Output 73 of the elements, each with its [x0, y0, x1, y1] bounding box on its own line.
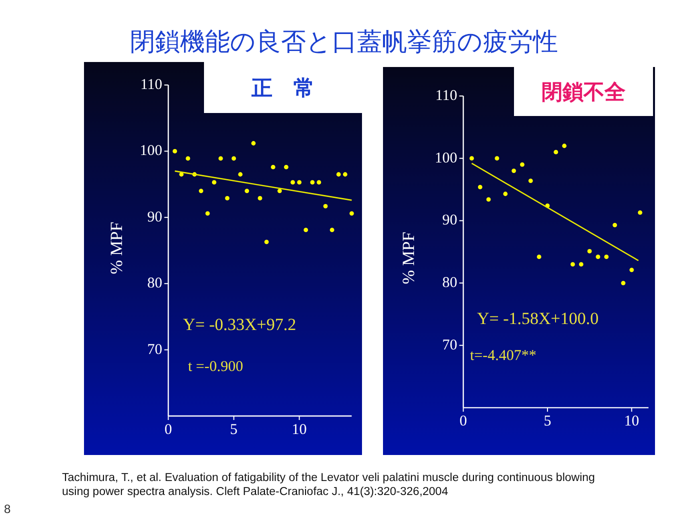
- point: [218, 156, 223, 161]
- point: [638, 210, 642, 215]
- point: [350, 211, 354, 216]
- point: [596, 254, 600, 260]
- y-tick-label: 80: [147, 276, 162, 292]
- x-tick-label: 0: [460, 414, 468, 430]
- y-tick-label: 70: [442, 337, 458, 354]
- text: 8: [4, 502, 11, 516]
- point: [205, 211, 210, 216]
- y-tick-label: 100: [434, 150, 458, 166]
- point: [225, 196, 230, 200]
- y-tick-label: 110: [435, 88, 458, 104]
- x-tick-label: 0: [164, 422, 172, 438]
- chart-title: 閉鎖機能の良否と口蓋帆挙筋の疲労性: [130, 28, 558, 56]
- point: [604, 254, 609, 260]
- point: [528, 178, 533, 183]
- point: [494, 156, 500, 161]
- point: [554, 150, 558, 154]
- point: [486, 197, 491, 202]
- x-tick-label: 10: [624, 414, 640, 430]
- point: [629, 268, 634, 272]
- chart-subtitle: 閉鎖不全: [542, 81, 626, 104]
- point: [316, 180, 322, 185]
- annotation: t=-4.407**: [470, 348, 536, 364]
- point: [258, 196, 262, 200]
- point: [238, 172, 243, 177]
- point: [587, 249, 592, 254]
- x-tick-label: 5: [544, 414, 552, 430]
- point: [270, 164, 276, 170]
- point: [323, 204, 328, 208]
- point: [520, 162, 524, 167]
- point: [297, 180, 302, 185]
- point: [232, 156, 236, 161]
- point: [212, 180, 216, 185]
- point: [284, 164, 288, 170]
- point: [336, 172, 341, 177]
- annotation: Y= -0.33X+97.2: [183, 315, 296, 334]
- x-tick-label: 5: [230, 422, 238, 438]
- point: [290, 180, 295, 185]
- y-tick-label: 90: [442, 212, 458, 229]
- point: [478, 184, 482, 190]
- annotation: Y= -1.58X+100.0: [477, 309, 599, 328]
- y-tick-label: 110: [140, 77, 162, 93]
- point: [277, 188, 282, 194]
- annotation: t =-0.900: [188, 359, 244, 375]
- point: [342, 172, 348, 177]
- y-tick-label: 100: [140, 143, 162, 160]
- point: [570, 262, 575, 267]
- point: [562, 144, 567, 148]
- y-axis-title: % MPF: [107, 222, 126, 274]
- point: [512, 168, 516, 174]
- point: [186, 156, 190, 161]
- point: [264, 240, 269, 244]
- text: Tachimura, T., et al. Evaluation of fatigability of the Levator veli palatini muscle during continuous blowing using power spectra analysis. Cleft Palate-Craniofac J., 41(3):320-326,2004: [62, 472, 595, 498]
- y-axis-title: % MPF: [399, 232, 418, 284]
- point: [578, 262, 584, 267]
- y-tick-label: 80: [442, 275, 458, 292]
- y-tick-label: 70: [147, 342, 162, 358]
- point: [503, 192, 508, 196]
- point: [612, 222, 618, 228]
- chart-subtitle: 正 常: [250, 77, 314, 100]
- point: [536, 254, 542, 260]
- point: [621, 280, 626, 286]
- point: [470, 156, 474, 161]
- point: [198, 188, 204, 194]
- point: [310, 180, 315, 185]
- x-tick-label: 10: [292, 422, 307, 438]
- y-tick-label: 90: [147, 209, 162, 226]
- point: [304, 228, 308, 232]
- point: [330, 228, 334, 232]
- point: [251, 141, 256, 146]
- point: [244, 188, 250, 194]
- point: [172, 149, 178, 154]
